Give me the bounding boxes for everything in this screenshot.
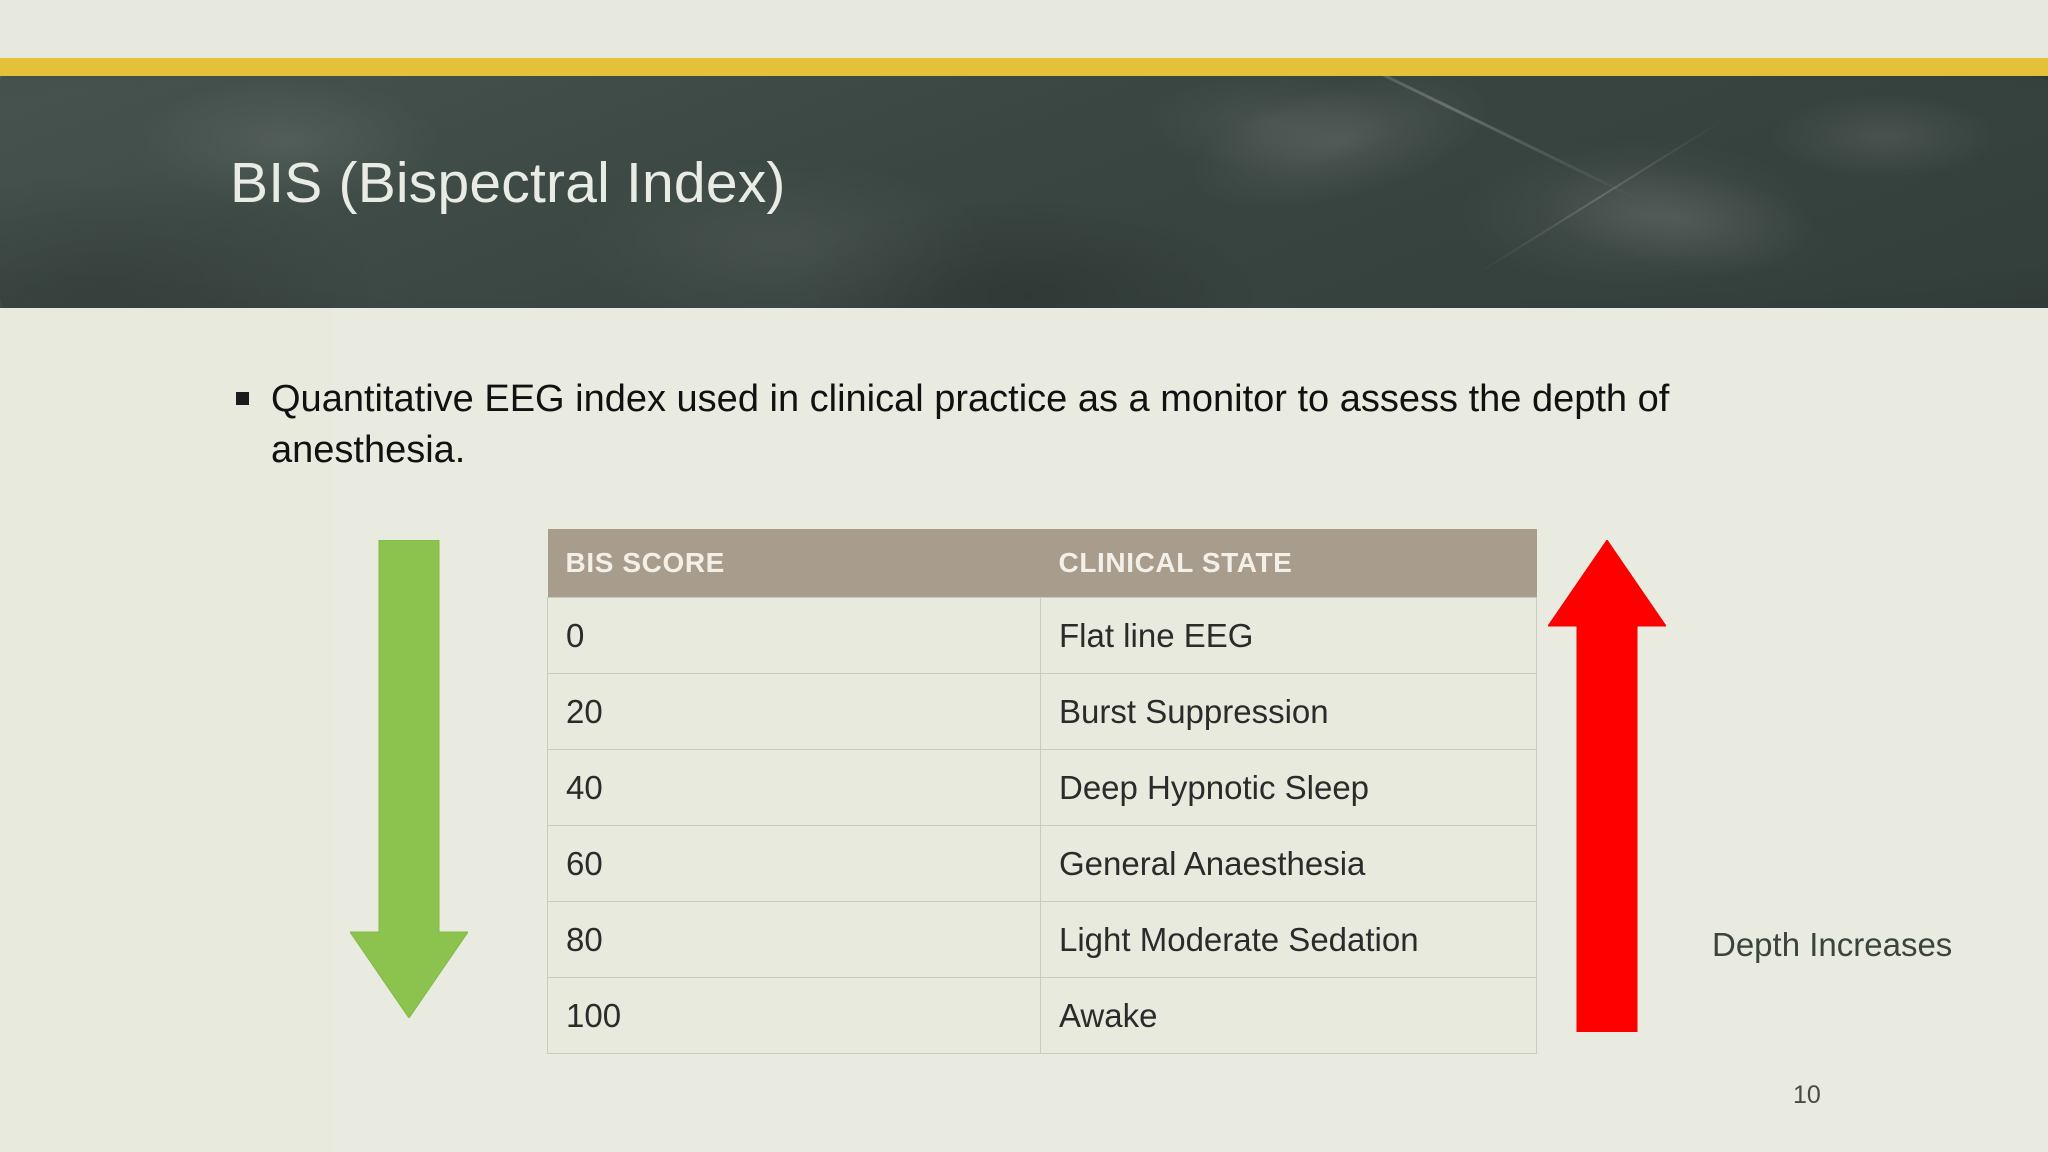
column-header-clinical-state: CLINICAL STATE — [1040, 529, 1537, 598]
arrow-down-icon — [350, 540, 468, 1018]
cell-clinical-state: Burst Suppression — [1040, 673, 1537, 750]
top-strip — [0, 0, 2048, 58]
page-number: 10 — [1793, 1081, 1821, 1109]
slide-header-band — [0, 76, 2048, 308]
depth-increases-label: Depth Increases — [1712, 926, 1953, 963]
table-row: 80 Light Moderate Sedation — [547, 901, 1537, 978]
cell-bis-score: 0 — [547, 597, 1041, 674]
arrow-up-icon — [1548, 540, 1666, 1032]
header-vignette — [0, 76, 2048, 308]
cell-bis-score: 40 — [547, 749, 1041, 826]
bullet-text: Quantitative EEG index used in clinical … — [271, 378, 1670, 471]
bis-score-clinical-state-table: BIS SCORE CLINICAL STATE 0 Flat line EEG… — [547, 529, 1537, 1054]
square-bullet-icon — [236, 392, 249, 405]
cell-bis-score: 100 — [547, 977, 1041, 1054]
bullet-list-item: Quantitative EEG index used in clinical … — [236, 374, 1716, 475]
chalkboard-texture — [0, 76, 2048, 308]
cell-bis-score: 60 — [547, 825, 1041, 902]
table-header-row: BIS SCORE CLINICAL STATE — [547, 529, 1537, 598]
cell-bis-score: 20 — [547, 673, 1041, 750]
table-row: 40 Deep Hypnotic Sleep — [547, 749, 1537, 826]
cell-clinical-state: Flat line EEG — [1040, 597, 1537, 674]
table-row: 20 Burst Suppression — [547, 673, 1537, 750]
table-row: 100 Awake — [547, 977, 1537, 1054]
cell-clinical-state: Light Moderate Sedation — [1040, 901, 1537, 978]
table-row: 0 Flat line EEG — [547, 597, 1537, 674]
cell-clinical-state: Deep Hypnotic Sleep — [1040, 749, 1537, 826]
gold-accent-bar — [0, 58, 2048, 76]
cell-clinical-state: General Anaesthesia — [1040, 825, 1537, 902]
cell-clinical-state: Awake — [1040, 977, 1537, 1054]
page-title: BIS (Bispectral Index) — [230, 151, 786, 215]
table-row: 60 General Anaesthesia — [547, 825, 1537, 902]
cell-bis-score: 80 — [547, 901, 1041, 978]
column-header-bis-score: BIS SCORE — [547, 529, 1041, 598]
